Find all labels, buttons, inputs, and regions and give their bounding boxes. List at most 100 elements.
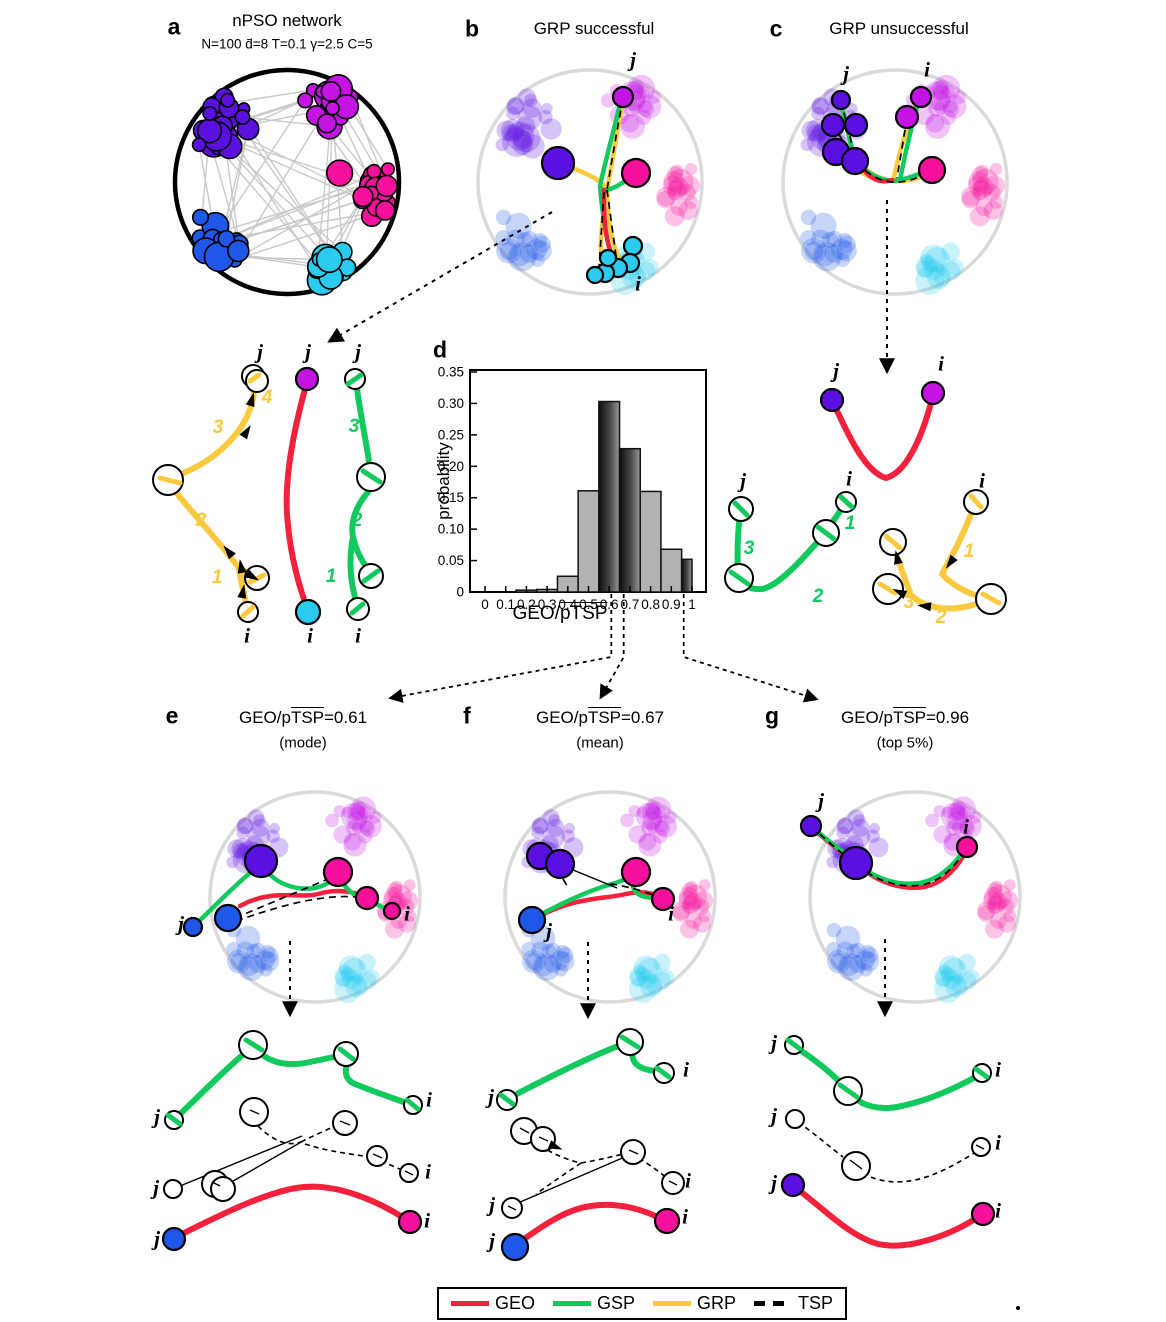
faded-network-node [961,190,980,209]
gsp-path [172,1046,253,1122]
node-j [819,387,845,413]
faded-network-node [226,942,242,957]
tsp-path [797,1121,844,1158]
faded-network-node [253,814,266,827]
faded-network-node [836,941,854,959]
faded-network-node [961,820,974,833]
faded-network-node [534,956,555,976]
histogram-bar [680,558,693,593]
panel-c-title: GRP unsuccessful [829,19,969,38]
faded-network-node [645,805,661,821]
faded-network-node [386,882,403,899]
path-node [620,856,652,888]
faded-network-node [545,942,561,958]
node-j [182,916,204,938]
path-stub [654,1065,672,1080]
faded-network-node [1003,879,1016,891]
faded-network-node [835,240,857,262]
x-tick-label: 0.5 [579,597,598,612]
faded-network-node [916,260,935,279]
faded-network-node [516,231,533,248]
faded-network-node [670,164,684,179]
path-stub [619,1034,641,1050]
faded-network-node [495,209,512,226]
label-e2-gsp-j: j [154,1104,160,1129]
faded-network-node [350,805,366,821]
x-tick-label: 0.7 [621,597,640,612]
faded-network-node [933,268,952,286]
network-edge [234,209,386,261]
panel-a-letter: a [167,13,181,40]
network-node [366,163,382,180]
label-e2-tsp-j: j [153,1175,159,1200]
faded-network-node [998,914,1016,933]
panel-g-expansion [780,1035,996,1249]
faded-network-node [951,821,964,834]
faded-network-node [522,98,542,118]
label-bl-i2: i [307,623,313,648]
faded-network-node [512,123,541,153]
direction-arrowhead [223,545,236,560]
faded-network-node [929,81,949,101]
faded-network-node [666,166,684,184]
path-stub [628,1149,639,1155]
faded-network-node [350,796,377,823]
faded-network-node [942,100,960,117]
faded-network-node [985,919,1004,939]
faded-network-node [653,829,668,844]
node-j [517,905,547,935]
label-c-j: j [843,61,849,86]
visited-node [245,369,269,393]
tsp-path [580,1153,625,1164]
faded-network-node [869,822,880,834]
panel-b-paths [540,85,652,285]
title-post: =0.61 [324,708,368,727]
faded-network-node [685,880,698,894]
faded-network-node [811,106,825,121]
faded-network-node [637,94,662,119]
label-bl-i3: i [355,623,361,648]
faded-network-node [236,941,254,959]
faded-network-node [941,85,955,99]
faded-network-node [647,800,661,815]
faded-network-node [359,815,382,838]
node-i [955,835,979,859]
faded-network-node [251,818,270,837]
faded-network-node [629,970,647,988]
faded-network-node [986,882,1003,899]
faded-network-node [532,953,560,981]
faded-network-node [950,796,977,823]
hop-bl-gsp-1: 1 [325,566,337,587]
faded-network-node [961,186,981,207]
faded-network-node [645,796,672,823]
path-node [622,235,644,257]
faded-network-node [334,975,362,1003]
faded-network-node [230,952,248,971]
faded-network-node [236,826,249,839]
faded-network-node [922,256,939,273]
faded-network-node [801,120,822,141]
faded-network-node [647,973,659,985]
hop-bl-grp-4: 4 [261,387,273,408]
faded-network-node [942,94,967,119]
faded-network-node [963,969,980,986]
direction-arrowhead [237,559,247,574]
faded-network-node [403,879,416,891]
faded-network-node [975,164,989,179]
faded-network-node [342,806,354,819]
panel-g-paths [799,814,979,890]
faded-network-node [521,942,537,957]
faded-network-node [507,124,524,141]
faded-network-node [517,105,543,130]
node-i [920,380,946,406]
histogram-bar [577,490,600,593]
faded-network-node [666,180,687,200]
path-stub [968,493,984,510]
visited-node [785,1109,805,1129]
network-node [234,109,251,125]
faded-network-node [934,966,955,987]
panel-f-paths [517,841,676,935]
faded-network-node [935,263,948,276]
path-stub [339,1120,351,1126]
faded-network-node [941,242,960,262]
